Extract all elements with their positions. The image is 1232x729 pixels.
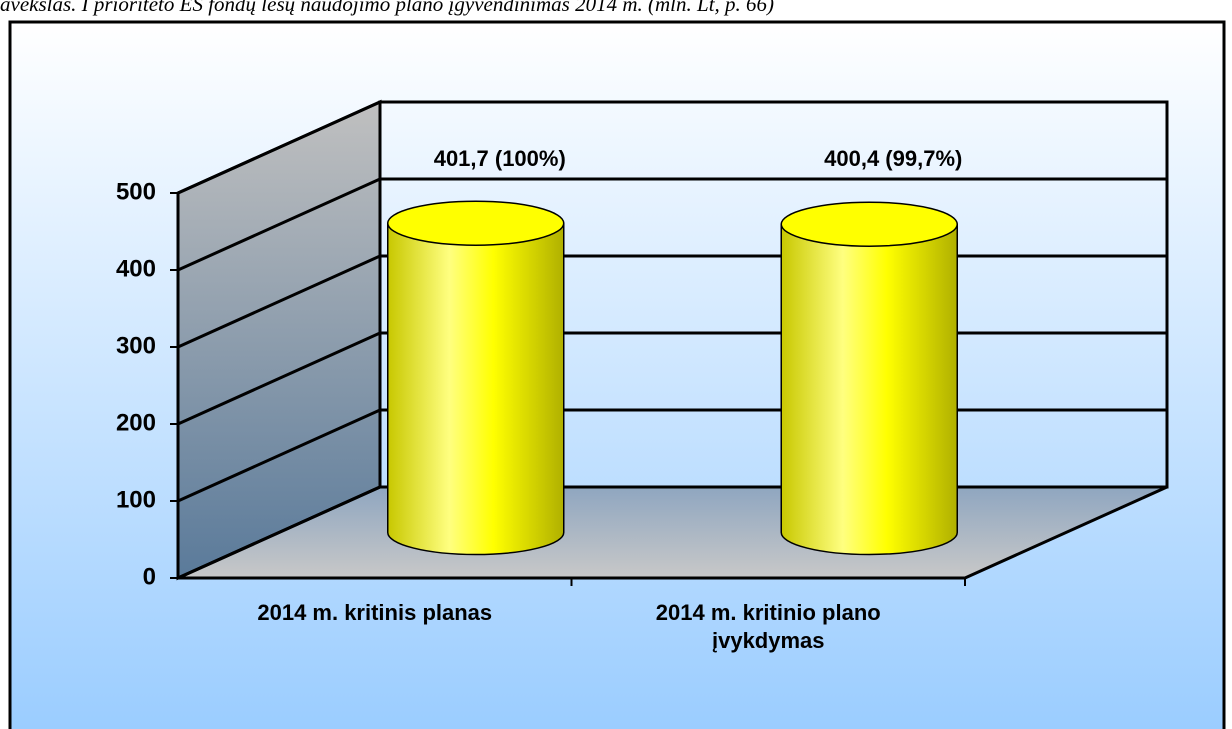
- y-tick-label: 200: [116, 409, 156, 436]
- grid-line: [177, 100, 1167, 195]
- data-label: 401,7 (100%): [434, 146, 566, 171]
- plot: 0 100 200 300 400 500 2014 m. kritinis planas 2…: [116, 99, 1169, 653]
- y-tick-label: 100: [116, 486, 156, 513]
- y-tick-label: 400: [116, 255, 156, 282]
- x-tick-label: 2014 m. kritinio plano įvykdymas: [656, 600, 881, 653]
- bar-top: [387, 200, 565, 246]
- grid-line: [177, 177, 1167, 272]
- y-tick-label: 500: [116, 178, 156, 205]
- bar: [780, 223, 958, 556]
- y-tick-label: 300: [116, 332, 156, 359]
- y-tick-label: 0: [143, 563, 156, 590]
- bar: [387, 222, 565, 556]
- bar-top: [780, 201, 958, 247]
- chart-title: avekslas. I prioriteto ES fondų lėšų nau…: [0, 0, 774, 16]
- x-tick-label: 2014 m. kritinis planas: [257, 600, 492, 625]
- data-label: 400,4 (99,7%): [824, 146, 962, 171]
